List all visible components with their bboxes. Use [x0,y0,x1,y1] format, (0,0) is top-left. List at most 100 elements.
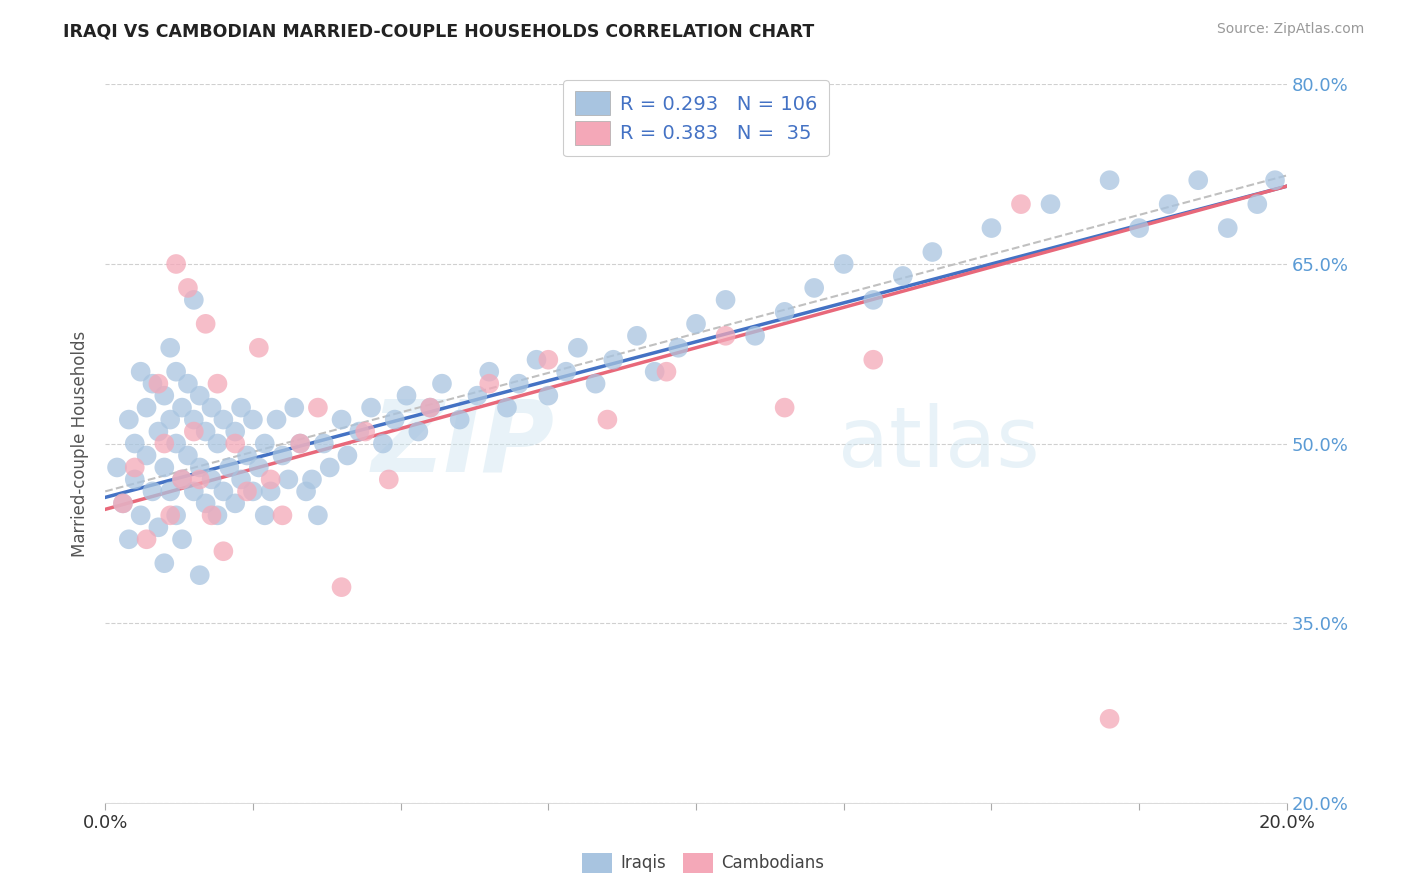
Point [803,281,825,295]
Point [714,328,737,343]
Point [283,401,305,415]
Point [141,484,163,499]
Point [1098,712,1121,726]
Point [862,352,884,367]
Point [170,472,193,486]
Point [242,484,264,499]
Point [148,520,170,534]
Point [508,376,530,391]
Point [118,412,141,426]
Text: atlas: atlas [838,403,1039,484]
Point [153,436,176,450]
Point [349,425,371,439]
Point [1039,197,1062,211]
Point [188,568,211,582]
Text: ZIP: ZIP [371,395,554,492]
Point [419,401,441,415]
Point [319,460,342,475]
Text: Source: ZipAtlas.com: Source: ZipAtlas.com [1216,22,1364,37]
Point [384,412,406,426]
Point [478,376,501,391]
Point [537,389,560,403]
Point [170,472,193,486]
Point [266,412,288,426]
Point [124,460,146,475]
Point [135,533,157,547]
Point [124,472,146,486]
Point [288,436,311,450]
Point [200,401,222,415]
Point [921,245,943,260]
Point [307,508,329,523]
Point [567,341,589,355]
Point [124,436,146,450]
Point [307,401,329,415]
Point [1098,173,1121,187]
Point [1246,197,1268,211]
Point [288,436,311,450]
Point [862,293,884,307]
Point [188,389,211,403]
Point [111,496,134,510]
Point [354,425,377,439]
Point [170,401,193,415]
Point [980,221,1002,235]
Point [194,317,217,331]
Point [236,484,259,499]
Legend: Iraqis, Cambodians: Iraqis, Cambodians [575,847,831,880]
Point [177,449,200,463]
Point [111,496,134,510]
Point [408,425,430,439]
Point [153,556,176,570]
Point [183,293,205,307]
Point [644,365,666,379]
Point [229,401,252,415]
Point [218,460,240,475]
Point [165,508,187,523]
Point [259,484,281,499]
Point [148,376,170,391]
Point [194,496,217,510]
Point [336,449,359,463]
Point [224,496,246,510]
Point [1157,197,1180,211]
Point [744,328,766,343]
Point [773,305,796,319]
Point [277,472,299,486]
Point [330,412,353,426]
Point [148,425,170,439]
Point [135,401,157,415]
Point [212,544,235,558]
Point [212,484,235,499]
Point [371,436,394,450]
Point [253,508,276,523]
Point [526,352,548,367]
Point [183,425,205,439]
Point [200,472,222,486]
Point [129,365,152,379]
Point [271,449,294,463]
Point [626,328,648,343]
Point [312,436,335,450]
Point [773,401,796,415]
Point [555,365,578,379]
Point [242,412,264,426]
Point [153,389,176,403]
Point [430,376,453,391]
Point [183,484,205,499]
Point [449,412,471,426]
Point [395,389,418,403]
Point [177,281,200,295]
Point [207,436,229,450]
Point [1187,173,1209,187]
Point [177,376,200,391]
Point [714,293,737,307]
Point [159,508,181,523]
Point [271,508,294,523]
Point [378,472,401,486]
Point [224,436,246,450]
Point [170,533,193,547]
Point [295,484,318,499]
Point [496,401,519,415]
Point [159,484,181,499]
